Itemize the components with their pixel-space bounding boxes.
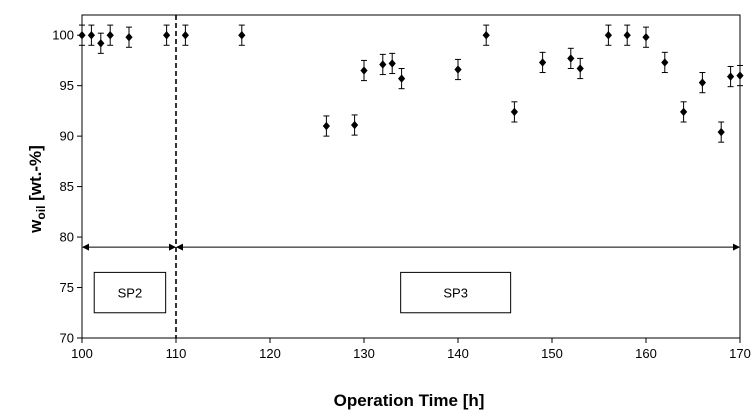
y-axis-title-unit: [wt.-%]	[26, 145, 45, 205]
y-tick-label: 90	[60, 129, 74, 144]
arrow-head-right	[733, 243, 740, 251]
data-point	[322, 121, 330, 131]
data-point	[698, 78, 706, 87]
region-label: SP3	[443, 286, 468, 301]
data-point	[398, 74, 406, 83]
data-point	[604, 30, 612, 40]
data-point	[388, 59, 396, 68]
data-point	[510, 107, 518, 117]
data-point	[379, 60, 387, 69]
data-point	[163, 30, 171, 40]
data-point	[717, 127, 725, 137]
data-point	[454, 65, 462, 74]
y-tick-label: 95	[60, 78, 74, 93]
x-tick-label: 160	[635, 346, 657, 361]
region-annotations: SP2 SP3	[82, 15, 740, 338]
data-point	[97, 39, 105, 48]
y-tick-label: 75	[60, 280, 74, 295]
x-tick-label: 100	[71, 346, 93, 361]
data-points	[78, 24, 744, 143]
x-tick-label: 170	[729, 346, 751, 361]
y-axis-title-main: w	[26, 219, 45, 234]
x-tick-label: 120	[259, 346, 281, 361]
data-point	[238, 30, 246, 40]
data-point	[360, 66, 368, 75]
plot-frame	[81, 14, 741, 339]
x-tick-label: 130	[353, 346, 375, 361]
region-label-box	[400, 271, 512, 314]
data-point	[736, 71, 744, 80]
x-tick-label: 110	[166, 346, 187, 361]
data-point	[642, 33, 650, 42]
data-point	[576, 64, 584, 73]
data-point	[661, 58, 669, 67]
y-tick-label: 80	[60, 230, 74, 245]
data-point	[623, 30, 631, 40]
data-point	[181, 30, 189, 40]
data-point	[78, 30, 86, 40]
x-tick-label: 150	[541, 346, 563, 361]
data-point	[727, 72, 735, 81]
arrow-head-right	[169, 243, 176, 251]
arrow-head-left	[176, 243, 183, 251]
data-point	[351, 120, 359, 130]
x-axis-title: Operation Time [h]	[334, 391, 485, 410]
x-axis: 100 110 120 130 140 150 160 170	[71, 338, 751, 361]
y-tick-label: 85	[60, 179, 74, 194]
data-point	[106, 30, 114, 40]
y-axis: 70 75 80 85 90 95 100	[52, 28, 82, 346]
data-point	[680, 107, 688, 117]
region-label: SP2	[118, 286, 143, 301]
y-axis-title: woil [wt.-%]	[26, 145, 48, 234]
data-point	[482, 30, 490, 40]
y-tick-label: 100	[52, 28, 74, 43]
data-point	[539, 58, 547, 67]
data-point	[125, 33, 133, 42]
x-tick-label: 140	[447, 346, 469, 361]
data-point	[567, 54, 575, 63]
y-tick-label: 70	[60, 331, 74, 346]
data-point	[87, 30, 95, 40]
y-axis-title-subscript: oil	[34, 206, 48, 220]
plot-area	[81, 14, 741, 339]
region-label-box	[93, 271, 167, 314]
arrow-head-left	[82, 243, 89, 251]
